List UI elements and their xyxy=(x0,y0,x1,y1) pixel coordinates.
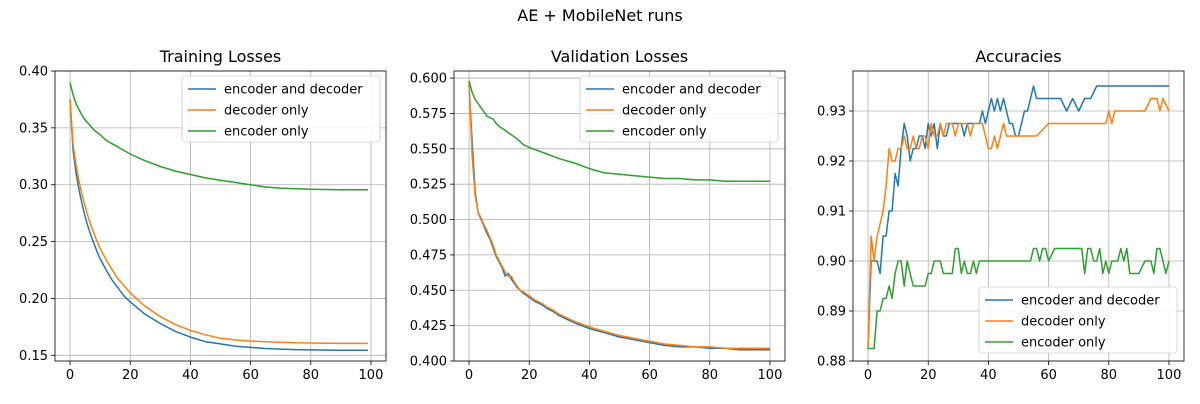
x-tick-label: 20 xyxy=(521,368,538,383)
x-tick-label: 20 xyxy=(122,368,139,383)
y-tick-label: 0.40 xyxy=(19,65,48,80)
legend-label: encoder and decoder xyxy=(1021,294,1160,309)
chart-panel-3: 0 20 40 60 80 100 0.88 0.89 0.90 0.91 0.92 0.93 Accu… xyxy=(817,47,1185,383)
y-tick-label: 0.450 xyxy=(410,284,447,299)
y-tick-label: 0.35 xyxy=(19,121,48,136)
x-tick-label: 0 xyxy=(864,368,872,383)
series-line-3 xyxy=(868,247,1170,350)
series-line-3 xyxy=(69,82,368,191)
axes-frame xyxy=(54,70,387,362)
x-tick-label: 40 xyxy=(182,368,199,383)
series-line-3 xyxy=(468,80,770,183)
x-tick-label: 60 xyxy=(1040,368,1057,383)
legend: encoder and decoder decoder only encoder o… xyxy=(579,75,779,143)
legend: encoder and decoder decoder only encoder o… xyxy=(181,75,381,143)
legend-label: encoder only xyxy=(224,125,309,140)
y-tick-label: 0.91 xyxy=(817,205,846,220)
series-line-2 xyxy=(867,97,1170,349)
y-tick-label: 0.575 xyxy=(410,107,447,122)
y-tick-label: 0.30 xyxy=(19,178,48,193)
x-tick-label: 60 xyxy=(641,368,658,383)
y-tick-label: 0.93 xyxy=(817,105,846,120)
x-tick-label: 80 xyxy=(302,368,319,383)
y-tick-label: 0.425 xyxy=(410,319,447,334)
x-tick-label: 100 xyxy=(1157,368,1182,383)
y-tick-label: 0.15 xyxy=(19,349,48,364)
x-tick-label: 60 xyxy=(242,368,259,383)
y-tick-label: 0.25 xyxy=(19,235,48,250)
series-line-1 xyxy=(468,85,770,351)
chart-title: Accuracies xyxy=(975,47,1061,66)
y-tick-label: 0.550 xyxy=(410,142,447,157)
legend-label: decoder only xyxy=(622,104,707,119)
y-tick-label: 0.92 xyxy=(817,155,846,170)
legend-label: encoder and decoder xyxy=(224,83,363,98)
x-tick-label: 0 xyxy=(66,368,74,383)
x-tick-label: 80 xyxy=(1100,368,1117,383)
y-tick-label: 0.525 xyxy=(410,178,447,193)
x-tick-label: 40 xyxy=(581,368,598,383)
x-tick-label: 80 xyxy=(701,368,718,383)
legend: encoder and decoder decoder only encoder o… xyxy=(978,286,1178,354)
chart-title: Validation Losses xyxy=(551,47,688,66)
legend-label: encoder only xyxy=(1021,336,1106,351)
x-tick-label: 40 xyxy=(980,368,997,383)
y-tick-label: 0.20 xyxy=(19,292,48,307)
y-tick-label: 0.475 xyxy=(410,248,447,263)
legend-label: encoder and decoder xyxy=(622,83,761,98)
y-tick-label: 0.600 xyxy=(410,72,447,87)
legend-box xyxy=(579,75,779,143)
axes-frame xyxy=(852,70,1185,362)
chart-title: Training Losses xyxy=(159,47,282,66)
figure-suptitle: AE + MobileNet runs xyxy=(517,6,682,25)
x-tick-label: 100 xyxy=(359,368,384,383)
legend-label: decoder only xyxy=(224,104,309,119)
x-tick-label: 100 xyxy=(758,368,783,383)
x-tick-label: 0 xyxy=(465,368,473,383)
y-tick-label: 0.89 xyxy=(817,305,846,320)
series-line-1 xyxy=(69,99,368,351)
legend-label: encoder only xyxy=(622,125,707,140)
legend-box xyxy=(978,286,1178,354)
series-line-2 xyxy=(69,99,368,345)
axes-frame xyxy=(453,70,786,362)
legend-label: decoder only xyxy=(1021,315,1106,330)
chart-panel-1: 0 20 40 60 80 100 0.15 0.20 0.25 0.30 0.35 0.40 Trai… xyxy=(19,47,387,383)
series-line-2 xyxy=(468,80,770,350)
y-tick-label: 0.400 xyxy=(410,355,447,370)
legend-box xyxy=(181,75,381,143)
y-tick-label: 0.90 xyxy=(817,255,846,270)
x-tick-label: 20 xyxy=(920,368,937,383)
chart-panel-2: 0 20 40 60 80 100 0.400 0.425 0.450 0.475 0.500 0.5… xyxy=(410,47,786,383)
y-tick-label: 0.88 xyxy=(817,355,846,370)
y-tick-label: 0.500 xyxy=(410,213,447,228)
